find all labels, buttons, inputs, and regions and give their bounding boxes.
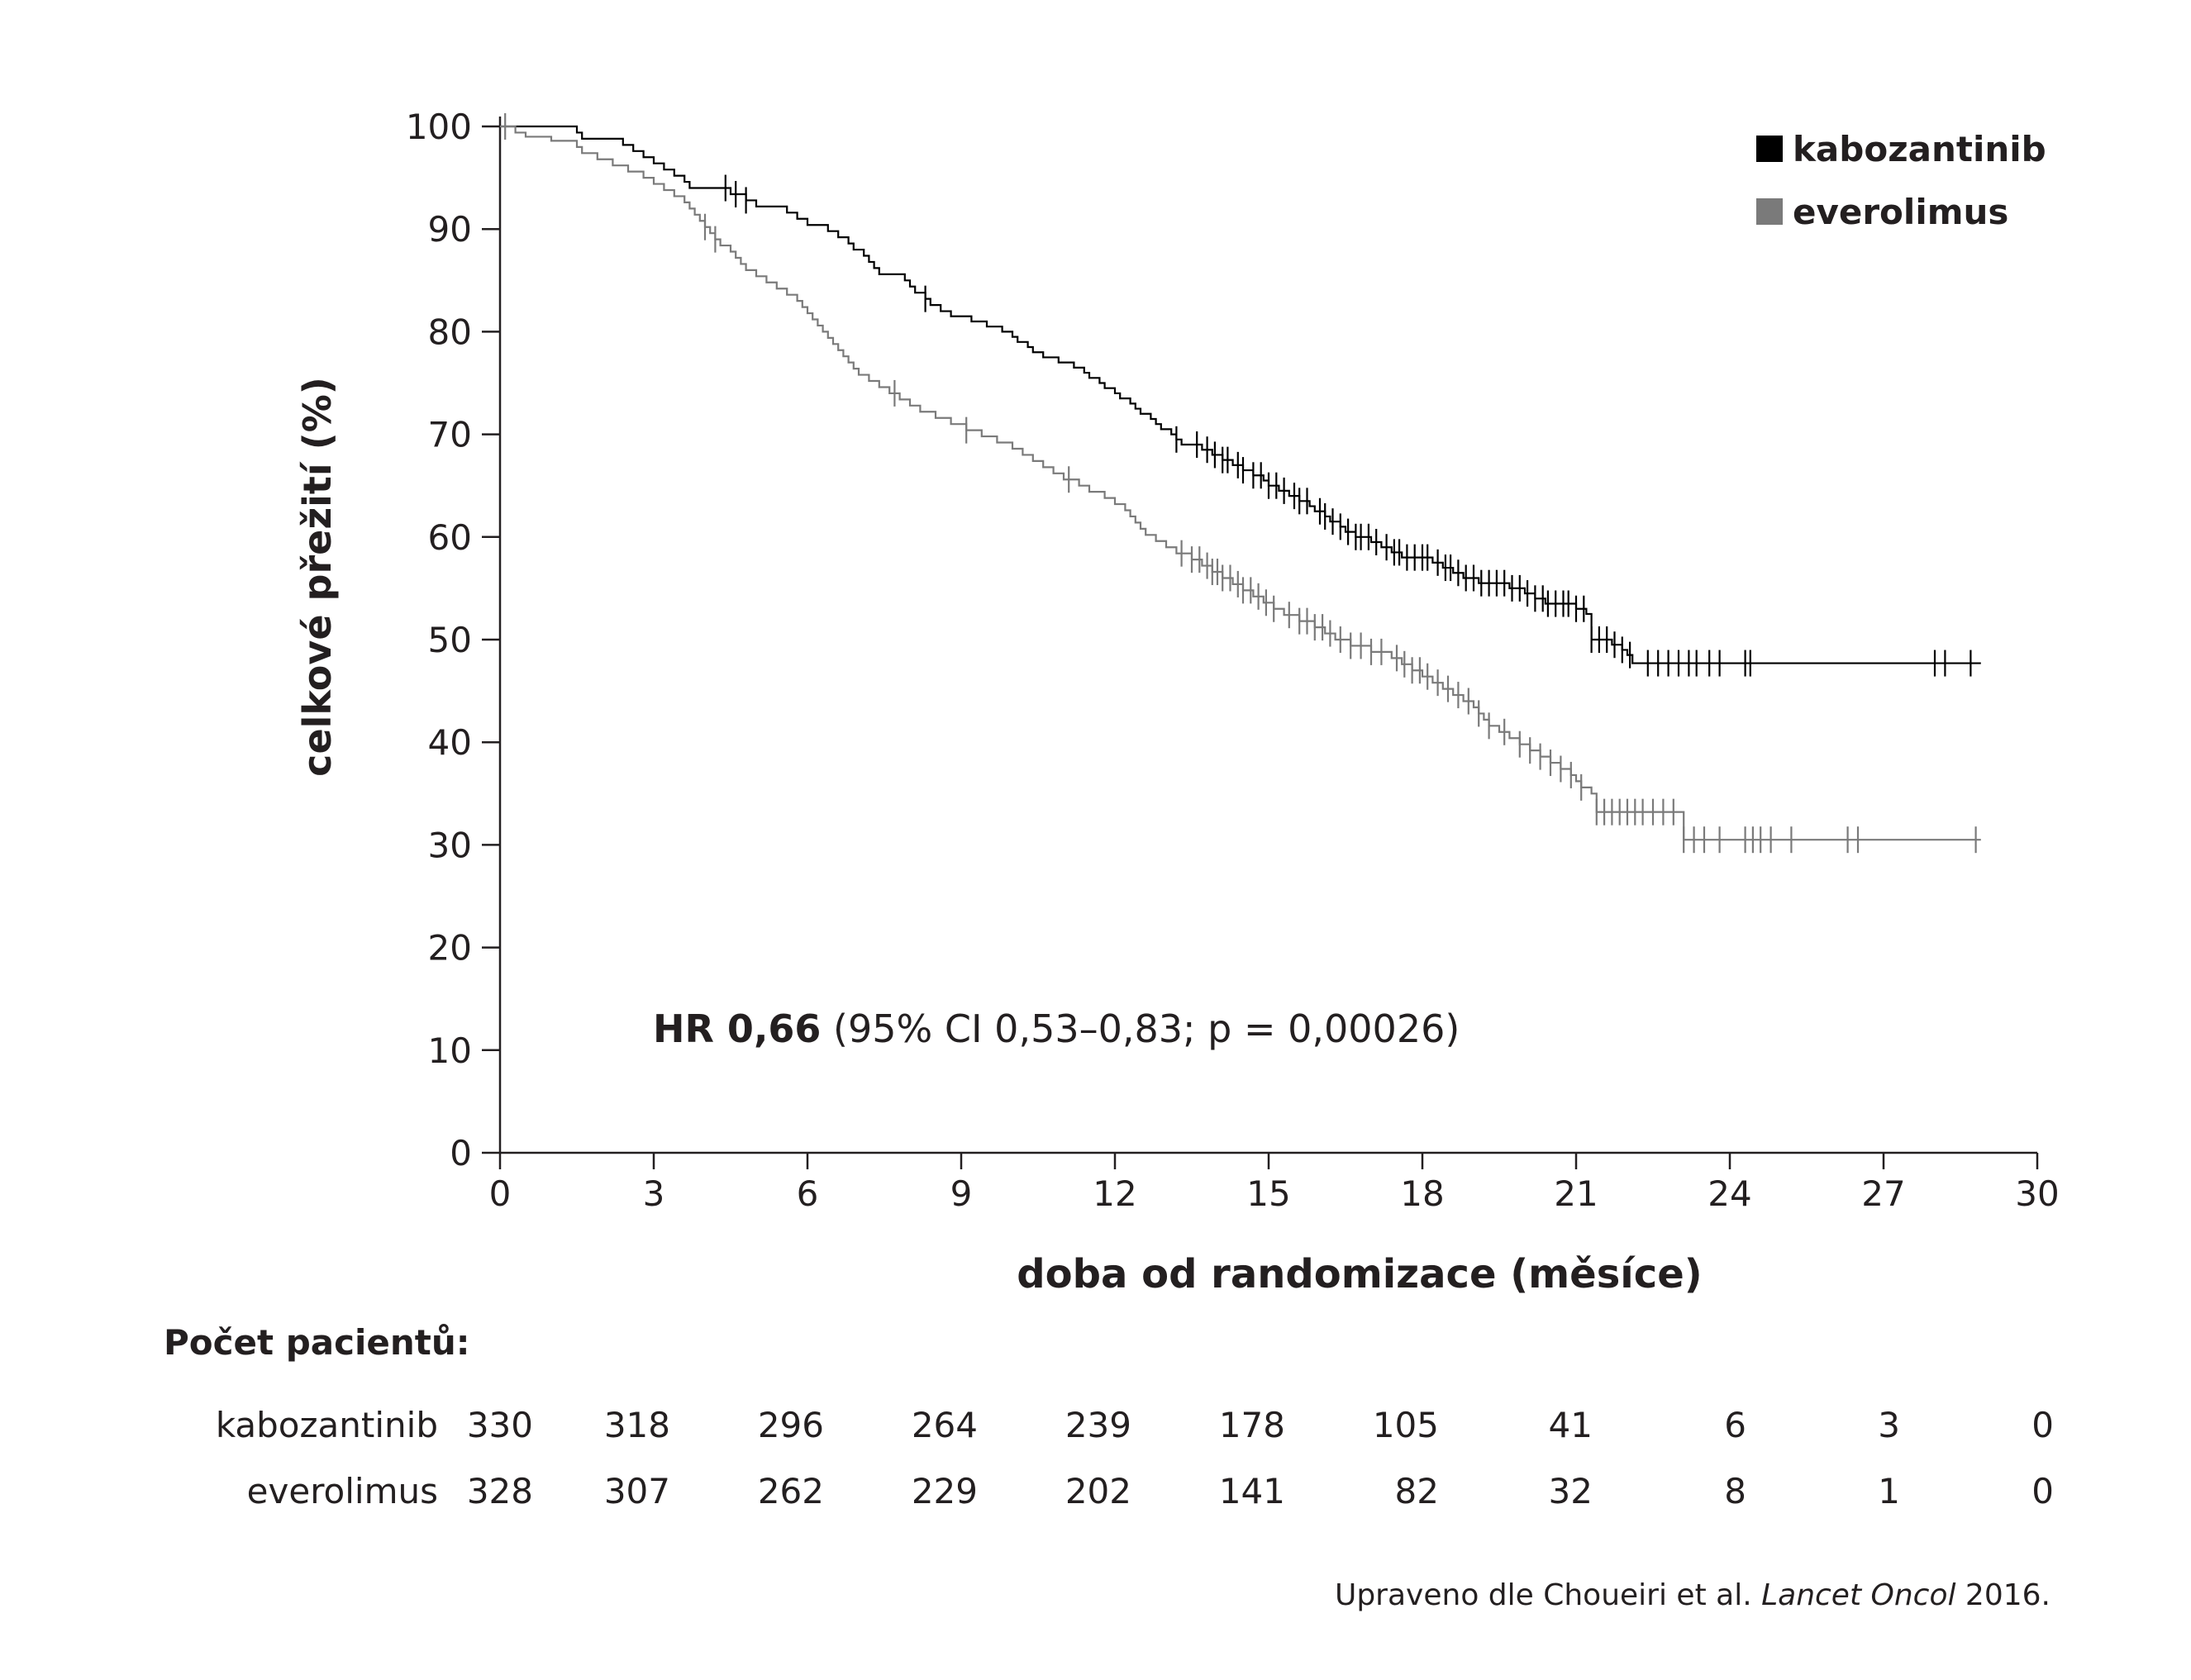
risk-count: 8 — [1724, 1471, 1746, 1511]
y-tick-label: 0 — [450, 1133, 472, 1173]
hazard-ratio-annotation: HR 0,66 (95% CI 0,53–0,83; p = 0,00026) — [653, 1007, 1460, 1051]
risk-count: 262 — [757, 1471, 824, 1511]
y-axis-label: celkové přežití (%) — [295, 377, 340, 777]
y-tick-label: 40 — [428, 722, 472, 763]
hazard-ratio-value: HR 0,66 — [653, 1007, 822, 1051]
source-year: 2016. — [1955, 1578, 2050, 1612]
risk-count: 239 — [1065, 1405, 1131, 1445]
y-tick-label: 60 — [428, 517, 472, 558]
legend-label: everolimus — [1793, 191, 2009, 232]
y-tick-label: 10 — [428, 1030, 472, 1071]
risk-count: 330 — [466, 1405, 533, 1445]
x-axis-label: doba od randomizace (měsíce) — [1017, 1251, 1702, 1297]
x-tick-label: 18 — [1400, 1173, 1444, 1214]
risk-count: 264 — [911, 1405, 978, 1445]
source-text: Upraveno dle Choueiri et al. — [1334, 1578, 1762, 1612]
x-tick-label: 24 — [1708, 1173, 1751, 1214]
risk-count: 229 — [911, 1471, 978, 1511]
axes: 0 10 20 30 40 50 60 70 80 90 100 0 3 6 9 12 15 18 21 24 27 30 — [406, 107, 2060, 1214]
risk-count: 202 — [1065, 1471, 1131, 1511]
x-tick-label: 30 — [2015, 1173, 2059, 1214]
x-tick-label: 9 — [950, 1173, 973, 1214]
y-tick-label: 90 — [428, 209, 472, 250]
risk-count: 82 — [1394, 1471, 1439, 1511]
y-tick-label: 80 — [428, 312, 472, 352]
y-tick-label: 100 — [406, 107, 472, 147]
x-tick-label: 27 — [1861, 1173, 1905, 1214]
legend-label: kabozantinib — [1793, 128, 2046, 169]
x-tick-label: 6 — [797, 1173, 819, 1214]
risk-count: 141 — [1218, 1471, 1285, 1511]
series-kabozantinib — [500, 125, 1981, 677]
risk-count: 105 — [1372, 1405, 1439, 1445]
legend-swatch-kabozantinib — [1756, 136, 1783, 162]
risk-count: 0 — [2031, 1471, 2054, 1511]
risk-row-label: everolimus — [246, 1471, 438, 1511]
x-tick-label: 21 — [1554, 1173, 1598, 1214]
risk-count: 318 — [603, 1405, 670, 1445]
source-journal: Lancet Oncol — [1761, 1578, 1956, 1612]
risk-count: 32 — [1548, 1471, 1593, 1511]
risk-row-label: kabozantinib — [215, 1405, 438, 1445]
y-tick-label: 20 — [428, 928, 472, 968]
risk-count: 1 — [1878, 1471, 1900, 1511]
x-tick-label: 3 — [643, 1173, 665, 1214]
legend-swatch-everolimus — [1756, 198, 1783, 225]
legend-item-kabozantinib: kabozantinib — [1756, 126, 2046, 172]
y-tick-label: 30 — [428, 825, 472, 865]
risk-count: 41 — [1548, 1405, 1593, 1445]
risk-count: 6 — [1724, 1405, 1746, 1445]
source-note: Upraveno dle Choueiri et al. Lancet Onco… — [1335, 1578, 2050, 1612]
risk-count: 328 — [466, 1471, 533, 1511]
series-layer — [500, 113, 1981, 854]
series-everolimus — [500, 113, 1981, 854]
survival-curve-kabozantinib — [500, 125, 1981, 664]
x-tick-label: 0 — [489, 1173, 512, 1214]
x-tick-label: 12 — [1093, 1173, 1136, 1214]
legend-item-everolimus: everolimus — [1756, 188, 2046, 235]
hazard-ratio-detail: (95% CI 0,53–0,83; p = 0,00026) — [821, 1007, 1460, 1051]
legend: kabozantinib everolimus — [1756, 126, 2046, 235]
risk-count: 296 — [757, 1405, 824, 1445]
risk-count: 178 — [1218, 1405, 1285, 1445]
x-tick-label: 15 — [1246, 1173, 1290, 1214]
risk-count: 307 — [603, 1471, 670, 1511]
risk-table-title: Počet pacientů: — [164, 1322, 470, 1363]
risk-count: 0 — [2031, 1405, 2054, 1445]
y-tick-label: 70 — [428, 415, 472, 455]
y-tick-label: 50 — [428, 620, 472, 660]
risk-count: 3 — [1878, 1405, 1900, 1445]
